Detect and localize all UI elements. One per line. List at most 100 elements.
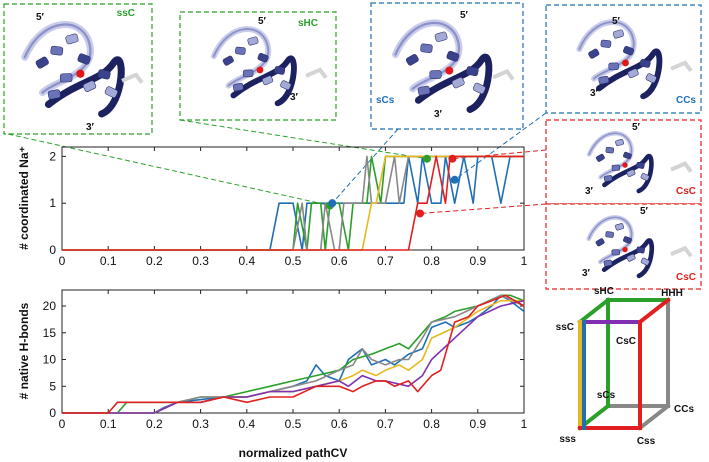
five-prime-label: 5′ (258, 16, 267, 27)
y-tick-label: 10 (43, 353, 57, 367)
cube-label-scs: sCs (597, 390, 616, 401)
nucleobase (257, 52, 269, 63)
nucleobase (451, 77, 465, 89)
nucleobase (615, 223, 624, 231)
nucleobase (280, 80, 292, 91)
nucleobase (47, 89, 61, 100)
panel-state-label: ssC (117, 8, 135, 19)
five-prime-label: 5′ (612, 16, 621, 27)
rna-strand-light-edge (578, 21, 635, 80)
structure-panel-ssc: ssC 5′ 3′ (3, 3, 153, 135)
nucleobase (600, 39, 612, 48)
nucleobase (639, 59, 651, 68)
panel-state-label: sHC (298, 18, 318, 29)
x-tick-label: 0.1 (100, 417, 117, 431)
ghost-fragment (121, 72, 144, 85)
nucleobase (598, 75, 610, 85)
nucleobase (588, 48, 600, 59)
state-cube-diagram: sHC HHH ssC CsC sCs CCs sss Css (556, 286, 695, 447)
xaxis-label: normalized pathCV (239, 446, 348, 460)
structure-panel-csc: CsC 5′ 3′ (545, 119, 702, 205)
connector-csc-1 (452, 149, 547, 160)
sodium-ion (622, 162, 628, 168)
nucleobase (603, 259, 613, 267)
x-tick-label: 0.4 (238, 254, 255, 268)
x-tick-label: 0 (59, 417, 66, 431)
state-marker-ccs (448, 154, 457, 163)
nucleobase (623, 151, 632, 160)
plot1-frame (61, 146, 525, 251)
ghost-fragment (670, 60, 693, 73)
nucleobase (232, 82, 244, 92)
plot1-series (62, 155, 524, 251)
ghost-fragment (670, 161, 693, 173)
cube-label-shc: sHC (594, 286, 614, 297)
series-line-1 (62, 294, 525, 414)
cube-edge-top-right-depth (637, 297, 671, 325)
panel-state-label: CsC (676, 186, 696, 197)
y-tick-label: 1 (49, 196, 56, 210)
three-prime-label: 3′ (590, 88, 599, 99)
x-tick-label: 0.1 (100, 254, 117, 268)
nucleobase (466, 66, 479, 77)
ghost-fragment (670, 245, 693, 258)
connector-lines (7, 112, 547, 214)
nucleobase (247, 36, 259, 46)
three-prime-label: 3′ (434, 109, 443, 120)
rna-strand-light-edge (587, 216, 633, 263)
series-line-4 (62, 155, 524, 251)
rna-strand-light-edge (212, 28, 270, 87)
x-tick-label: 0 (59, 254, 66, 268)
y-tick-label: 0 (49, 406, 56, 420)
series-line-0 (62, 294, 525, 414)
nucleobase (611, 249, 620, 256)
cube-label-ssc: ssC (556, 322, 574, 333)
panel-state-label: CsC (676, 272, 696, 283)
x-tick-label: 0.7 (377, 417, 394, 431)
x-tick-label: 0.2 (146, 254, 163, 268)
nucleobase (429, 70, 442, 80)
connector-csc-2 (420, 203, 547, 214)
x-tick-label: 0.2 (146, 417, 163, 431)
x-tick-label: 0.5 (285, 254, 302, 268)
y-tick-label: 20 (43, 299, 57, 313)
plot2-ylabel: # native H-bonds (17, 302, 31, 399)
state-marker-csc2 (450, 175, 459, 184)
x-tick-label: 0.7 (377, 254, 394, 268)
nucleobase (420, 43, 433, 53)
state-marker-csc (416, 209, 425, 218)
x-tick-label: 1 (521, 254, 528, 268)
series-line-2 (62, 294, 525, 414)
rna-strand-light-edge (588, 132, 632, 179)
cube-edge-bottom-right-depth (637, 403, 671, 431)
nucleobase (623, 236, 632, 244)
cube-label-hhh: HHH (661, 288, 683, 299)
panel-state-label: sCs (376, 95, 395, 106)
cube-label-sss: sss (559, 434, 576, 445)
five-prime-label: 5′ (640, 206, 649, 217)
y-tick-label: 15 (43, 326, 57, 340)
sodium-ion (622, 59, 629, 67)
y-tick-label: 0 (49, 243, 56, 257)
state-marker-shc (422, 154, 431, 163)
x-tick-label: 0.3 (192, 254, 209, 268)
nucleobase (608, 62, 619, 71)
x-tick-label: 1 (521, 417, 528, 431)
x-tick-label: 0.9 (469, 417, 486, 431)
nucleobase (615, 138, 624, 147)
nucleobase (605, 231, 614, 238)
nucleobase (645, 73, 657, 84)
nucleobase (82, 80, 97, 92)
ghost-fragment (305, 67, 328, 80)
sodium-ion (445, 66, 454, 75)
plot-coordinated-na: 0 0.1 0.2 0.3 0.4 0.5 0.6 0.7 0.8 0.9 1 0 1 2 # coord… (17, 146, 528, 268)
cube-label-csc: CsC (616, 336, 636, 347)
nucleobase (35, 56, 49, 69)
nucleobase (97, 69, 111, 80)
panel-state-label: CCs (676, 95, 696, 106)
three-prime-label: 3′ (582, 268, 591, 279)
rna-strand-light-edge (23, 23, 92, 94)
